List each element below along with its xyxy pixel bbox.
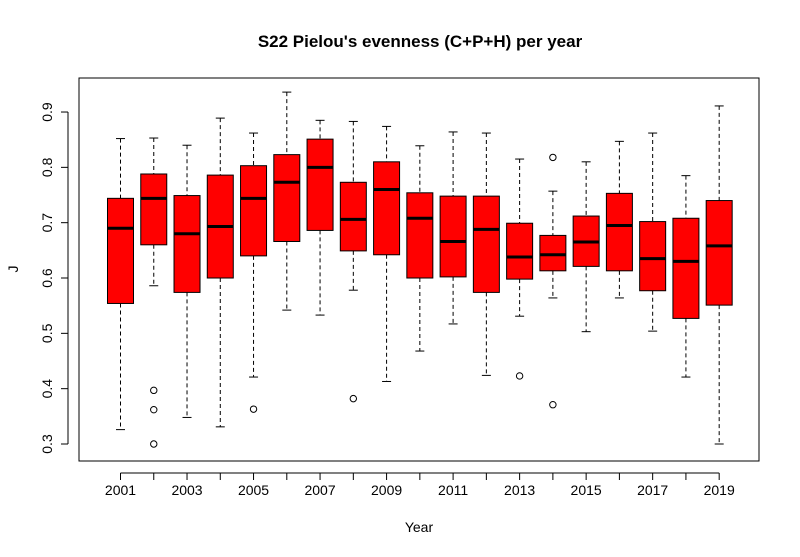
box-2010: [406, 145, 434, 352]
outlier-point: [515, 372, 524, 380]
outlier-point: [150, 386, 158, 395]
box-2002: [140, 137, 168, 448]
x-tick-label: 2003: [171, 482, 202, 498]
box-2004: [206, 117, 234, 428]
box-2006: [273, 91, 301, 311]
x-tick-label: 2011: [438, 482, 468, 498]
boxes-layer: [107, 91, 733, 448]
iqr-box: [107, 197, 134, 304]
y-tick-label: 0.8: [39, 157, 55, 177]
x-tick-label: 2015: [571, 482, 602, 498]
iqr-box: [306, 138, 334, 231]
box-2016: [605, 140, 633, 299]
chart-title: S22 Pielou's evenness (C+P+H) per year: [258, 32, 583, 51]
x-tick-label: 2007: [304, 482, 335, 498]
y-axis: 0.3 0.4 0.5 0.6 0.7 0.8 0.9: [39, 102, 69, 454]
x-tick-label: 2017: [637, 482, 668, 498]
outlier-point: [349, 394, 358, 403]
x-tick-label: 2013: [504, 482, 535, 498]
outlier-point: [150, 405, 158, 414]
box-2013: [506, 158, 534, 380]
y-tick-label: 0.5: [39, 323, 55, 343]
x-tick-label: 2019: [704, 482, 735, 498]
iqr-box: [539, 234, 567, 272]
x-tick-label: 2009: [371, 482, 402, 498]
box-2017: [639, 132, 667, 332]
iqr-box: [240, 165, 268, 257]
iqr-box: [506, 222, 534, 280]
iqr-box: [672, 217, 700, 319]
iqr-box: [639, 221, 667, 292]
iqr-box: [406, 192, 434, 279]
x-axis-label: Year: [405, 519, 434, 535]
outlier-point: [150, 440, 158, 448]
iqr-box: [273, 154, 301, 242]
x-tick-label: 2001: [105, 482, 136, 498]
box-2019: [705, 105, 733, 445]
y-tick-label: 0.7: [39, 213, 55, 233]
box-2003: [173, 144, 201, 418]
y-axis-label: J: [5, 266, 21, 273]
iqr-box: [472, 195, 500, 293]
y-tick-label: 0.9: [39, 102, 55, 122]
y-tick-label: 0.6: [39, 268, 55, 288]
box-2015: [572, 161, 600, 333]
iqr-box: [439, 195, 467, 278]
outlier-point: [549, 401, 557, 409]
box-2018: [672, 175, 700, 378]
outlier-point: [549, 153, 557, 162]
box-2009: [373, 125, 401, 382]
plot-frame: [78, 77, 760, 462]
box-2012: [472, 132, 500, 376]
box-2001: [107, 138, 134, 431]
iqr-box: [339, 181, 367, 252]
x-tick-label: 2005: [238, 482, 269, 498]
y-tick-label: 0.3: [39, 434, 55, 454]
box-2008: [339, 120, 367, 403]
iqr-box: [173, 195, 201, 293]
iqr-box: [605, 192, 633, 272]
iqr-box: [140, 173, 168, 246]
x-axis: 2001 2003 2005 2007 2009 2011 2013 2015 2017 2019: [105, 472, 735, 498]
box-2007: [306, 119, 334, 316]
outlier-point: [249, 405, 258, 413]
box-2014: [539, 153, 567, 409]
iqr-box: [373, 161, 401, 256]
box-2011: [439, 131, 467, 325]
iqr-box: [705, 200, 733, 306]
box-2005: [240, 132, 268, 413]
y-tick-label: 0.4: [39, 379, 55, 399]
